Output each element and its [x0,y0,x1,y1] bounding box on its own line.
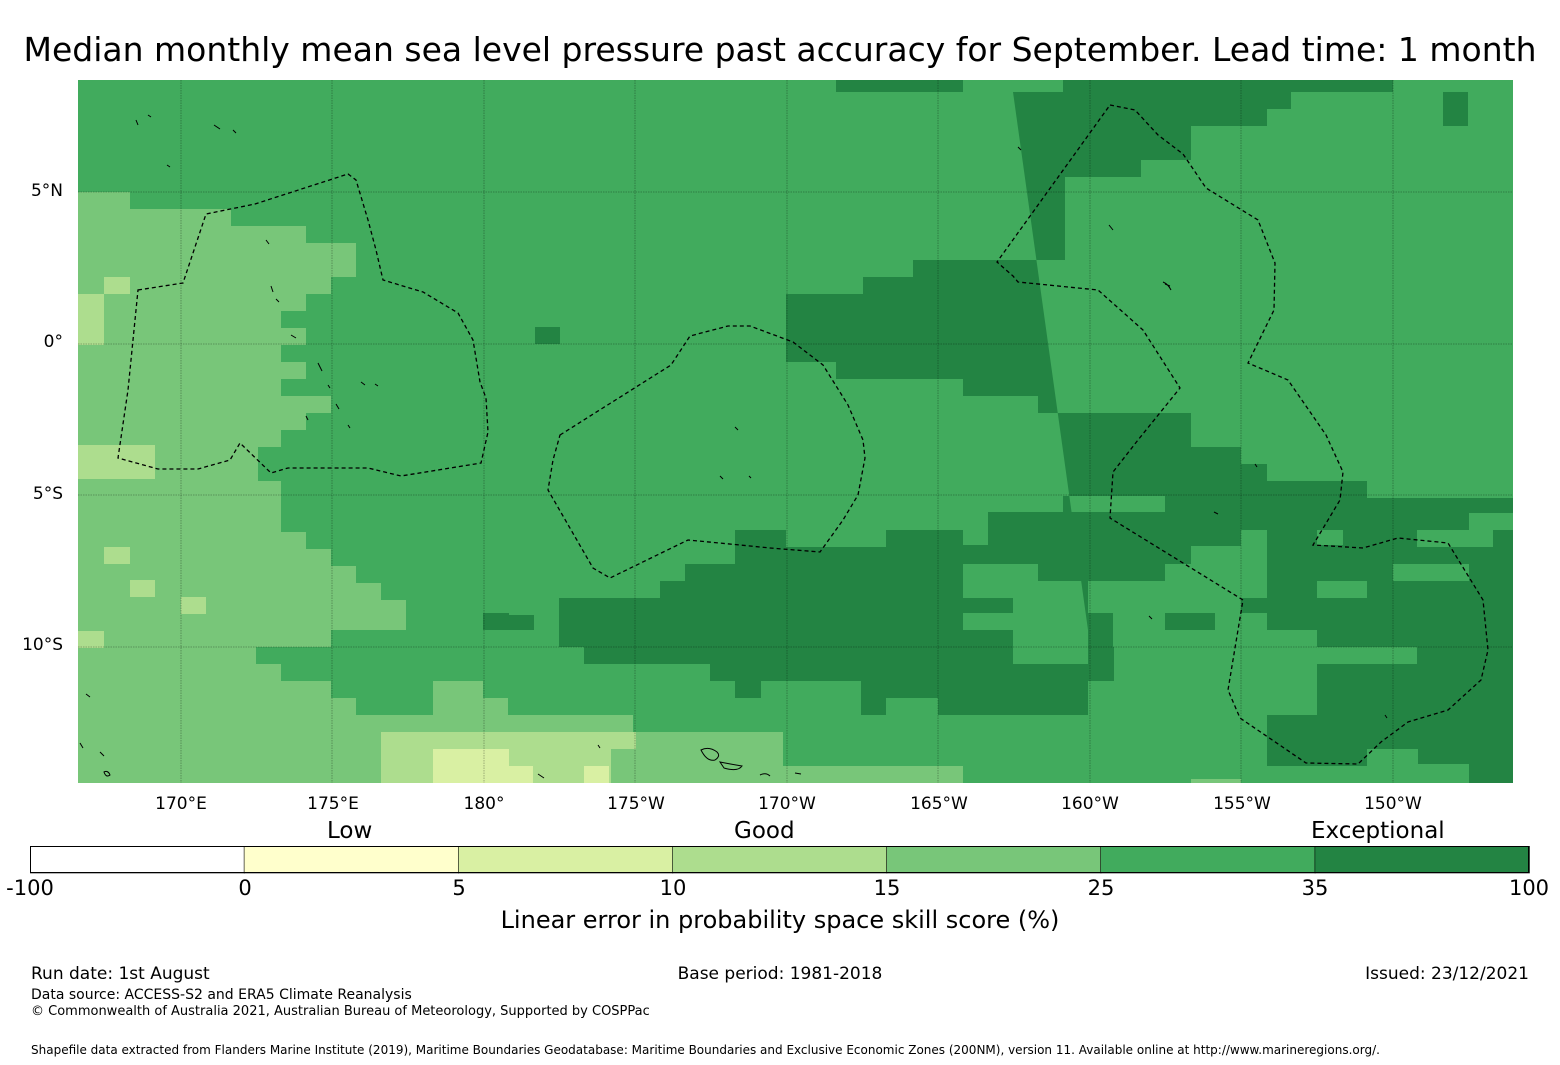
lon-label-175e: 175°E [307,794,359,814]
lon-label-170e: 170°E [155,794,207,814]
map-title: Median monthly mean sea level pressure p… [23,30,1537,69]
category-exceptional: Exceptional [1311,818,1445,844]
tick-label: 15 [873,876,901,900]
island-coastlines [79,114,1388,779]
lon-label-160w: 160°W [1061,794,1119,814]
tuvalu-boundary [117,173,489,477]
colorbar-segment [243,846,460,874]
colorbar-segment [1100,846,1316,874]
eez-boundaries [117,104,1489,765]
lon-label-180: 180° [463,794,505,814]
run-date: Run date: 1st August [31,964,210,984]
colorbar-segment [886,846,1102,874]
lon-label-150w: 150°W [1364,794,1422,814]
tick-label: 0 [238,876,252,900]
shapefile-credit: Shapefile data extracted from Flanders M… [31,1043,1380,1057]
tokelau-boundary [547,325,866,579]
colorbar-segment [457,846,674,874]
lon-label-175w: 175°W [607,794,665,814]
lat-label-10s: 10°S [22,635,63,655]
lat-label-5s: 5°S [32,484,63,504]
base-period: Base period: 1981-2018 [677,964,883,984]
data-source: Data source: ACCESS-S2 and ERA5 Climate … [31,987,412,1003]
tick-label: 25 [1087,876,1115,900]
colorbar [30,846,1530,874]
lon-label-170w: 170°W [758,794,816,814]
category-low: Low [327,818,373,844]
issued-date: Issued: 23/12/2021 [1365,964,1529,984]
colorbar-segment [672,846,888,874]
copyright-notice: © Commonwealth of Australia 2021, Austra… [31,1004,650,1019]
colorbar-segment [1314,846,1530,874]
tick-label: 5 [452,876,466,900]
tick-label: 35 [1301,876,1329,900]
phoenix-kiribati-boundary [996,104,1489,765]
skill-score-grid [78,80,1513,783]
lat-label-0: 0° [43,332,63,352]
lon-label-155w: 155°W [1213,794,1271,814]
category-good: Good [734,818,795,844]
colorbar-segment [30,846,245,874]
lat-label-5n: 5°N [30,181,63,201]
colorbar-title: Linear error in probability space skill … [500,906,1060,934]
lon-label-165w: 165°W [910,794,968,814]
tick-label: -100 [6,876,54,900]
tick-label: 100 [1508,876,1550,900]
tick-label: 10 [659,876,687,900]
skill-score-map [78,80,1513,783]
